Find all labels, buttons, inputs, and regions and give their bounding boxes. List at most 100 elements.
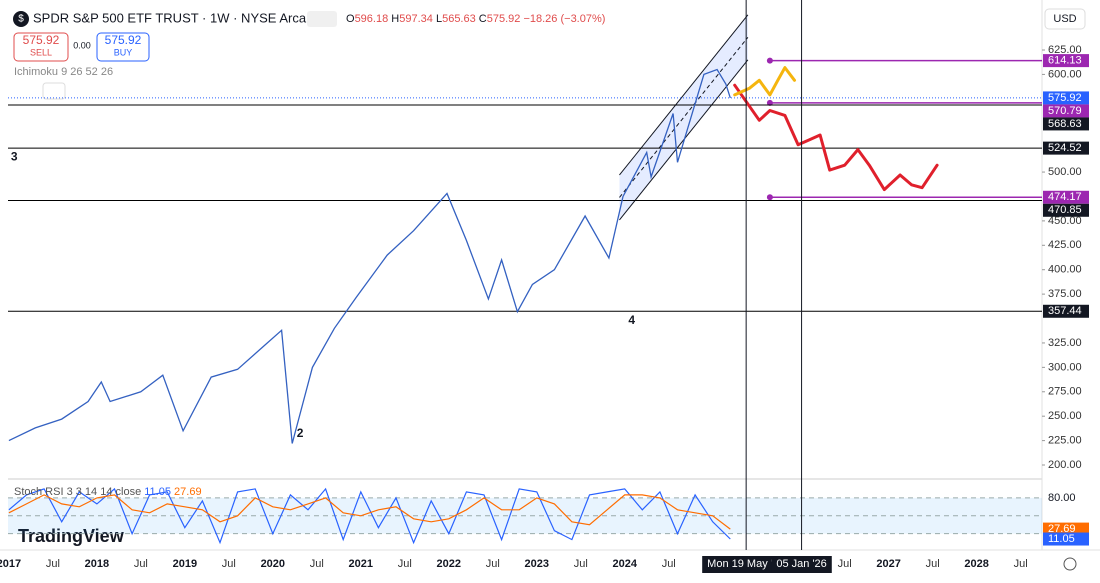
price-label-box bbox=[1043, 104, 1089, 118]
x-tick-label: Jul bbox=[838, 558, 852, 570]
sell-button[interactable] bbox=[13, 32, 69, 62]
ohlc-value: 575.92 bbox=[487, 13, 521, 25]
x-tick-label: Jul bbox=[398, 558, 412, 570]
vertical-label-box bbox=[771, 556, 832, 573]
price-label: 568.63 bbox=[1048, 118, 1082, 130]
y-tick-label: 625.00 bbox=[1048, 44, 1082, 56]
ohlc-key: L bbox=[436, 13, 442, 25]
price-label: 614.13 bbox=[1048, 55, 1082, 67]
buy-label: BUY bbox=[114, 47, 133, 57]
x-tick-label: Jul bbox=[310, 558, 324, 570]
x-tick-label: Jul bbox=[574, 558, 588, 570]
channel-upper bbox=[619, 14, 749, 176]
logo: TradingView bbox=[18, 526, 125, 546]
ohlc-value: 565.63 bbox=[442, 13, 476, 25]
y-tick-label: 275.00 bbox=[1048, 386, 1082, 398]
compare-button[interactable] bbox=[307, 11, 337, 27]
level-anchor bbox=[766, 99, 773, 106]
projection bbox=[733, 83, 939, 192]
y-tick-label: 325.00 bbox=[1048, 337, 1082, 349]
stoch-label-box bbox=[1043, 522, 1089, 536]
collapse-button[interactable] bbox=[42, 82, 66, 100]
stoch-label-box bbox=[1043, 532, 1089, 546]
x-tick-label: 2018 bbox=[85, 558, 109, 570]
price-label: 470.85 bbox=[1048, 204, 1082, 216]
x-tick-label: 2028 bbox=[964, 558, 988, 570]
y-tick-label: 300.00 bbox=[1048, 361, 1082, 373]
x-tick-label: 2024 bbox=[612, 558, 637, 570]
sell-price: 575.92 bbox=[23, 33, 60, 47]
sell-label: SELL bbox=[30, 47, 52, 57]
stoch-pane bbox=[8, 487, 1042, 545]
stoch-value: 27.69 bbox=[174, 486, 202, 498]
stoch-title: Stoch RSI 3 3 14 14 close 11.05 27.69 bbox=[14, 486, 202, 498]
stoch-value: 11.05 bbox=[144, 486, 171, 498]
x-tick-label: 2027 bbox=[876, 558, 900, 570]
settings-button[interactable] bbox=[1063, 557, 1077, 571]
x-tick-label: Jul bbox=[662, 558, 676, 570]
x-tick-label: 2023 bbox=[525, 558, 549, 570]
price-pane: 3 2 4 bbox=[8, 14, 1042, 444]
y-tick-label: 225.00 bbox=[1048, 435, 1082, 447]
x-tick-label: 2019 bbox=[173, 558, 197, 570]
y-tick-label: 600.00 bbox=[1048, 68, 1082, 80]
price-label: 474.17 bbox=[1048, 191, 1082, 203]
x-tick-label: 2022 bbox=[437, 558, 461, 570]
price-line bbox=[8, 494, 731, 530]
y-tick-label: 425.00 bbox=[1048, 239, 1082, 251]
currency-button[interactable] bbox=[1044, 8, 1086, 30]
wave-label: 3 bbox=[11, 150, 18, 164]
indicator-label[interactable]: Ichimoku 9 26 52 26 bbox=[14, 66, 113, 78]
vertical-label-box bbox=[702, 556, 791, 573]
x-tick-label: Jul bbox=[134, 558, 148, 570]
ohlc-key: H bbox=[391, 13, 399, 25]
symbol-title[interactable]: SPDR S&P 500 ETF TRUST · 1W · NYSE Arca bbox=[33, 10, 307, 25]
spread: 0.00 bbox=[73, 40, 91, 50]
wave-label: 4 bbox=[628, 313, 635, 327]
ohlc-key: O bbox=[346, 13, 355, 25]
x-tick-label: 2021 bbox=[349, 558, 373, 570]
price-label-box bbox=[1043, 91, 1089, 105]
price-label-box bbox=[1043, 190, 1089, 204]
y-tick-label: 375.00 bbox=[1048, 288, 1082, 300]
x-tick-label: Jul bbox=[222, 558, 236, 570]
price-label-box bbox=[1043, 141, 1089, 155]
x-tick-label: Jul bbox=[1014, 558, 1028, 570]
vertical-label: 05 Jan '26 bbox=[776, 558, 826, 570]
y-tick-label: 250.00 bbox=[1048, 410, 1082, 422]
price-label: 570.79 bbox=[1048, 105, 1082, 117]
symbol-icon-text: $ bbox=[18, 14, 24, 25]
ohlc: O596.18 H597.34 L565.63 C575.92 −18.26 (… bbox=[346, 13, 605, 25]
ohlc-value: 597.34 bbox=[399, 13, 433, 25]
price-label: 357.44 bbox=[1048, 305, 1082, 317]
level-anchor bbox=[766, 194, 773, 201]
y-tick-label: 400.00 bbox=[1048, 264, 1082, 276]
symbol-icon bbox=[13, 11, 29, 27]
stoch-label: 11.05 bbox=[1048, 533, 1075, 545]
x-tick-label: Jul bbox=[46, 558, 60, 570]
x-tick-label: 2020 bbox=[261, 558, 285, 570]
stoch-tick-label: 80.00 bbox=[1048, 492, 1076, 504]
x-tick-label: 2017 bbox=[0, 558, 21, 570]
buy-price: 575.92 bbox=[105, 33, 142, 47]
price-line bbox=[8, 487, 731, 545]
price-label: 575.92 bbox=[1048, 92, 1082, 104]
stoch-label: 27.69 bbox=[1048, 523, 1076, 535]
price-label-box bbox=[1043, 203, 1089, 217]
vertical-label: Mon 19 May '25 bbox=[707, 558, 785, 570]
channel-midline bbox=[619, 36, 749, 198]
price-label-box bbox=[1043, 117, 1089, 131]
price-line bbox=[8, 68, 731, 444]
price-label: 524.52 bbox=[1048, 142, 1082, 154]
ohlc-value: 596.18 bbox=[355, 13, 389, 25]
level-anchor bbox=[766, 57, 773, 64]
channel-fill bbox=[619, 14, 748, 220]
stoch-title-text: Stoch RSI 3 3 14 14 close bbox=[14, 486, 141, 498]
price-label-box bbox=[1043, 54, 1089, 68]
buy-button[interactable] bbox=[96, 32, 150, 62]
ohlc-change: −18.26 (−3.07%) bbox=[523, 13, 605, 25]
x-tick-label: Jul bbox=[486, 558, 500, 570]
projection bbox=[733, 66, 796, 97]
price-label-box bbox=[1043, 304, 1089, 318]
